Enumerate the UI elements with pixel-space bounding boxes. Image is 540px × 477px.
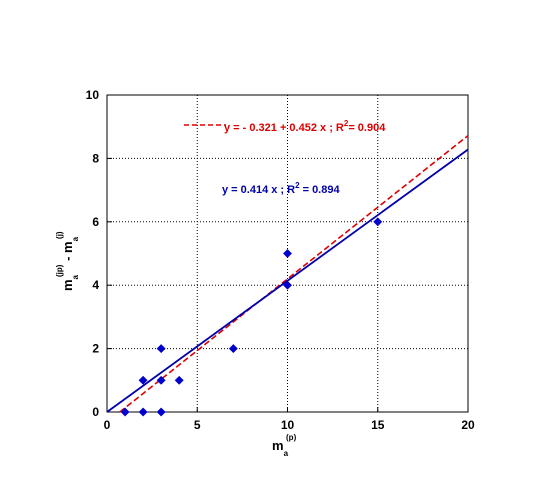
x-tick-label: 5 <box>194 418 201 432</box>
axis-ticks <box>106 94 469 413</box>
grid-lines <box>107 95 468 412</box>
x-tick-label: 0 <box>104 418 111 432</box>
data-point <box>156 407 166 417</box>
legend-fit-dashed: y = - 0.321 + 0.452 x ; R2= 0.904 <box>184 119 386 134</box>
fit-solid-equation: y = 0.414 x ; R2 = 0.894 <box>222 181 340 196</box>
data-point <box>138 407 148 417</box>
data-point <box>174 375 184 385</box>
y-tick-label: 6 <box>92 215 99 229</box>
y-tick-label: 2 <box>92 342 99 356</box>
x-axis-label: ma(p) <box>272 433 297 458</box>
y-tick-label: 0 <box>92 405 99 419</box>
fit-dashed-equation: y = - 0.321 + 0.452 x ; R2= 0.904 <box>224 119 386 134</box>
tick-labels: 0 5 10 15 20 0 2 4 6 8 10 <box>86 88 475 432</box>
data-point <box>373 217 383 227</box>
data-point <box>282 248 293 259</box>
data-point <box>282 280 293 290</box>
y-axis-label: ma(jp) - ma(j) <box>55 231 80 291</box>
data-points <box>120 217 383 417</box>
fit-lines <box>106 134 469 413</box>
y-tick-label: 10 <box>86 88 100 102</box>
fit-line-dashed <box>119 134 469 413</box>
y-tick-label: 4 <box>92 278 99 292</box>
x-tick-label: 20 <box>461 418 475 432</box>
data-point <box>156 344 166 354</box>
y-tick-label: 8 <box>92 151 99 165</box>
x-tick-label: 15 <box>371 418 385 432</box>
data-point <box>138 375 148 385</box>
x-tick-label: 10 <box>281 418 295 432</box>
data-point <box>120 407 130 417</box>
data-point <box>228 344 238 354</box>
legend-fit-solid: y = 0.414 x ; R2 = 0.894 <box>222 181 340 196</box>
data-point <box>156 375 166 385</box>
